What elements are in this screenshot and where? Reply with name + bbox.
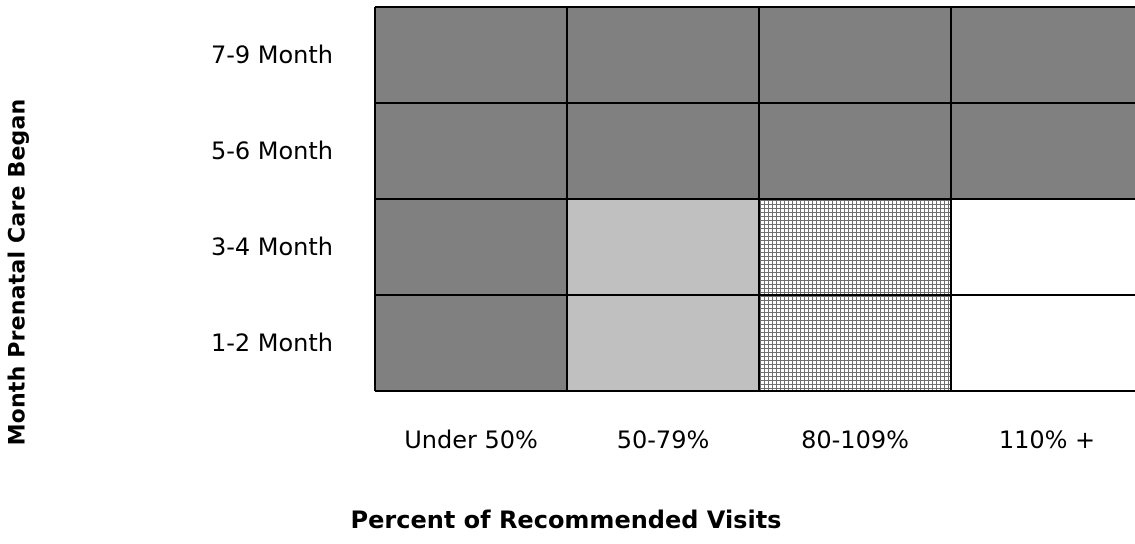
cell-4-1 <box>375 295 567 391</box>
column-label-4: 110% + <box>999 426 1095 454</box>
cell-3-1 <box>375 199 567 295</box>
column-labels: Under 50% 50-79% 80-109% 110% + <box>404 426 1095 454</box>
grid-lines <box>374 6 1135 392</box>
cell-2-1 <box>375 103 567 199</box>
cell-4-3 <box>759 295 951 391</box>
column-label-2: 50-79% <box>617 426 710 454</box>
cell-group <box>375 7 1135 391</box>
cell-2-4 <box>951 103 1135 199</box>
cell-1-1 <box>375 7 567 103</box>
cell-1-4 <box>951 7 1135 103</box>
row-labels: 7-9 Month 5-6 Month 3-4 Month 1-2 Month <box>211 41 333 357</box>
cell-4-2 <box>567 295 759 391</box>
column-label-1: Under 50% <box>404 426 538 454</box>
row-label-1: 7-9 Month <box>211 41 333 69</box>
cell-4-4 <box>951 295 1135 391</box>
row-label-4: 1-2 Month <box>211 329 333 357</box>
x-axis-label: Percent of Recommended Visits <box>350 506 782 534</box>
cell-3-2 <box>567 199 759 295</box>
cell-3-3 <box>759 199 951 295</box>
column-label-3: 80-109% <box>801 426 909 454</box>
row-label-2: 5-6 Month <box>211 137 333 165</box>
cell-3-4 <box>951 199 1135 295</box>
cell-2-3 <box>759 103 951 199</box>
cell-1-3 <box>759 7 951 103</box>
cell-2-2 <box>567 103 759 199</box>
row-label-3: 3-4 Month <box>211 233 333 261</box>
cell-1-2 <box>567 7 759 103</box>
